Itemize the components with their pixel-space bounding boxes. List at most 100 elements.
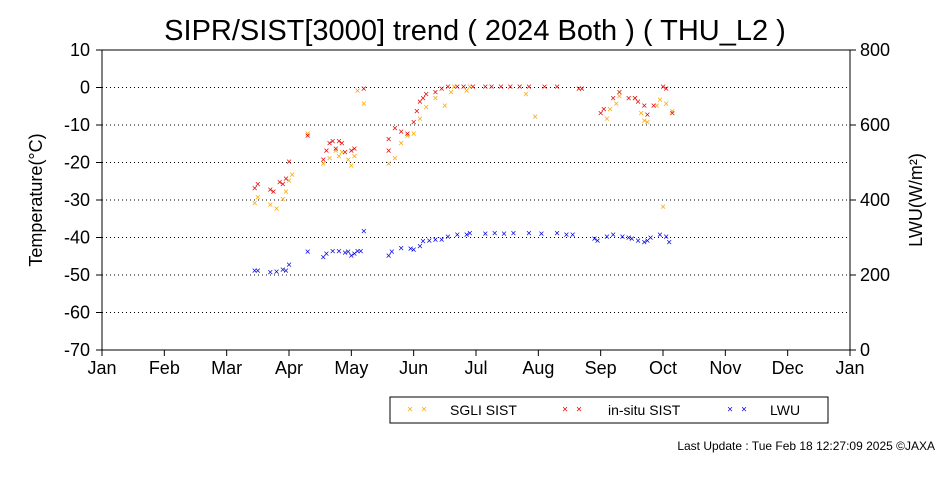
data-point: × (445, 232, 451, 243)
data-point: × (654, 101, 660, 112)
data-point: × (305, 247, 311, 258)
data-point: × (348, 146, 354, 157)
data-point: × (280, 195, 286, 206)
data-point: × (423, 103, 429, 114)
data-point: × (283, 174, 289, 185)
data-point: × (342, 148, 348, 159)
data-point: × (660, 202, 666, 213)
data-point: × (252, 266, 258, 277)
data-point: × (417, 97, 423, 108)
data-point: × (445, 82, 451, 93)
y-tick-label: 0 (80, 78, 90, 98)
data-point: × (644, 118, 650, 129)
y-tick-label: -70 (64, 340, 90, 360)
y2-tick-label: 600 (860, 115, 890, 135)
data-point: × (333, 144, 339, 155)
data-point: × (286, 157, 292, 168)
data-point: × (345, 247, 351, 258)
data-point: × (579, 84, 585, 95)
data-point: × (339, 148, 345, 159)
data-point: × (595, 236, 601, 247)
data-point: × (408, 244, 414, 255)
data-point: × (433, 93, 439, 104)
data-point: × (644, 110, 650, 121)
data-point: × (405, 129, 411, 140)
data-point: × (320, 159, 326, 170)
y2-tick-label: 800 (860, 40, 890, 60)
data-point: × (323, 146, 329, 157)
data-point: × (361, 99, 367, 110)
data-point: × (270, 187, 276, 198)
data-point: × (320, 155, 326, 166)
data-point: × (532, 112, 538, 123)
data-point: × (348, 161, 354, 172)
data-point: × (510, 228, 516, 239)
data-point: × (398, 138, 404, 149)
data-point: × (498, 82, 504, 93)
data-point: × (641, 116, 647, 127)
data-point: × (657, 95, 663, 106)
data-point: × (454, 230, 460, 241)
data-point: × (638, 108, 644, 119)
data-point: × (305, 131, 311, 142)
data-point: × (470, 82, 476, 93)
data-point: × (554, 82, 560, 93)
y2-axis-label: LWU(W/m²) (906, 153, 926, 247)
data-point: × (526, 228, 532, 239)
data-point: × (507, 82, 513, 93)
data-point: × (320, 253, 326, 264)
data-point: × (610, 93, 616, 104)
data-point: × (420, 93, 426, 104)
data-point: × (620, 232, 626, 243)
data-point: × (252, 183, 258, 194)
data-point: × (280, 180, 286, 191)
data-point: × (570, 230, 576, 241)
x-tick-label: Dec (772, 358, 804, 378)
legend-marker: × (562, 405, 568, 416)
data-point: × (398, 127, 404, 138)
data-point: × (517, 82, 523, 93)
data-point: × (629, 234, 635, 245)
right-axis-ticks: 800 600 400 200 0 (850, 40, 890, 360)
data-point: × (657, 230, 663, 241)
data-point: × (267, 185, 273, 196)
data-point: × (666, 238, 672, 249)
legend-marker: × (407, 405, 413, 416)
data-point: × (386, 146, 392, 157)
data-point: × (641, 101, 647, 112)
data-point: × (632, 93, 638, 104)
data-point: × (467, 228, 473, 239)
data-point: × (358, 246, 364, 257)
data-point: × (613, 99, 619, 110)
x-tick-label: Mar (211, 358, 242, 378)
gridlines (102, 49, 850, 351)
data-point: × (663, 99, 669, 110)
legend-marker: × (741, 405, 747, 416)
data-point: × (648, 233, 654, 244)
x-tick-label: Feb (149, 358, 180, 378)
data-point: × (492, 228, 498, 239)
data-point: × (386, 135, 392, 146)
data-point: × (526, 82, 532, 93)
data-point: × (448, 88, 454, 99)
y-axis-label: Temperature(°C) (26, 133, 46, 266)
data-point: × (482, 229, 488, 240)
data-point: × (289, 170, 295, 181)
x-tick-label: Jan (835, 358, 864, 378)
data-point: × (626, 93, 632, 104)
x-tick-label: Aug (522, 358, 554, 378)
data-point: × (411, 245, 417, 256)
data-point: × (663, 232, 669, 243)
chart-title: SIPR/SIST[3000] trend ( 2024 Both ) ( TH… (164, 15, 786, 47)
data-point: × (339, 138, 345, 149)
data-point: × (361, 84, 367, 95)
y-tick-label: 10 (70, 40, 90, 60)
data-point: × (274, 204, 280, 215)
data-point: × (417, 114, 423, 125)
data-point: × (489, 82, 495, 93)
data-point: × (330, 246, 336, 257)
data-point: × (669, 106, 675, 117)
data-point: × (355, 86, 361, 97)
data-point: × (286, 176, 292, 187)
data-point: × (542, 82, 548, 93)
